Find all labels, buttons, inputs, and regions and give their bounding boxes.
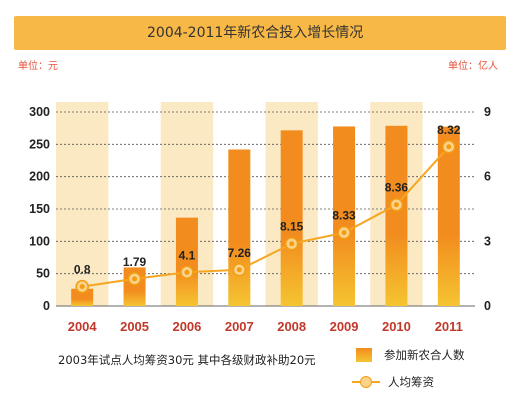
left-axis-unit: 单位：元	[18, 61, 58, 72]
data-label: 8.32	[437, 123, 461, 137]
legend-bar-label: 参加新农合人数	[384, 348, 465, 362]
data-label: 8.33	[332, 209, 356, 223]
bar	[437, 126, 460, 306]
left-axis-tick-label: 300	[29, 105, 50, 119]
legend-bar-swatch	[356, 348, 372, 362]
left-axis-tick-label: 200	[29, 170, 50, 184]
chart-title-bar: 2004-2011年新农合投入增长情况	[14, 16, 506, 50]
left-axis-tick-label: 100	[29, 234, 50, 248]
right-axis-unit: 单位：亿人	[448, 61, 498, 72]
line-point-center	[341, 230, 347, 236]
x-axis-tick-label: 2011	[435, 319, 463, 334]
left-axis-tick-label: 250	[29, 137, 50, 151]
bar	[228, 149, 251, 306]
data-label: 8.36	[385, 181, 409, 195]
line-point-center	[132, 276, 138, 282]
left-axis-tick-label: 50	[36, 267, 50, 281]
bar	[280, 130, 303, 306]
line-point-center	[289, 241, 295, 247]
right-axis-tick-label: 6	[484, 170, 491, 184]
bar	[175, 217, 198, 306]
line-point-center	[184, 269, 190, 275]
data-label: 8.15	[280, 220, 304, 234]
right-axis-tick-label: 0	[484, 299, 491, 313]
bar	[71, 288, 94, 306]
footnote: 2003年试点人均筹资30元 其中各级财政补助20元	[58, 353, 316, 367]
x-axis-tick-label: 2007	[225, 319, 254, 334]
x-axis-tick-label: 2010	[382, 319, 411, 334]
line-point-center	[393, 202, 399, 208]
right-axis-tick-label: 9	[484, 105, 491, 119]
right-axis-tick-label: 3	[484, 234, 491, 248]
legend-line-item: 人均筹资	[352, 374, 434, 390]
line-point-center	[446, 144, 452, 150]
left-axis-tick-label: 0	[43, 299, 50, 313]
data-label: 0.8	[74, 263, 91, 277]
legend-bar-item: 参加新农合人数	[356, 347, 465, 363]
x-axis-tick-label: 2008	[277, 319, 306, 334]
bar	[385, 125, 408, 306]
line-point-center	[79, 284, 85, 290]
left-axis-tick-label: 150	[29, 202, 50, 216]
data-label: 7.26	[228, 246, 252, 260]
data-label: 4.1	[179, 248, 196, 262]
legend-line-swatch	[352, 375, 380, 389]
line-series	[82, 146, 450, 288]
data-label: 1.79	[123, 255, 147, 269]
legend-line-label: 人均筹资	[388, 375, 434, 389]
x-axis-tick-label: 2004	[68, 319, 98, 334]
line-point-center	[236, 267, 242, 273]
x-axis-tick-label: 2005	[120, 319, 149, 334]
column-band	[56, 102, 109, 306]
x-axis-tick-label: 2009	[330, 319, 359, 334]
chart-title: 2004-2011年新农合投入增长情况	[147, 25, 364, 41]
x-axis-tick-label: 2006	[172, 319, 201, 334]
bar	[333, 126, 356, 306]
